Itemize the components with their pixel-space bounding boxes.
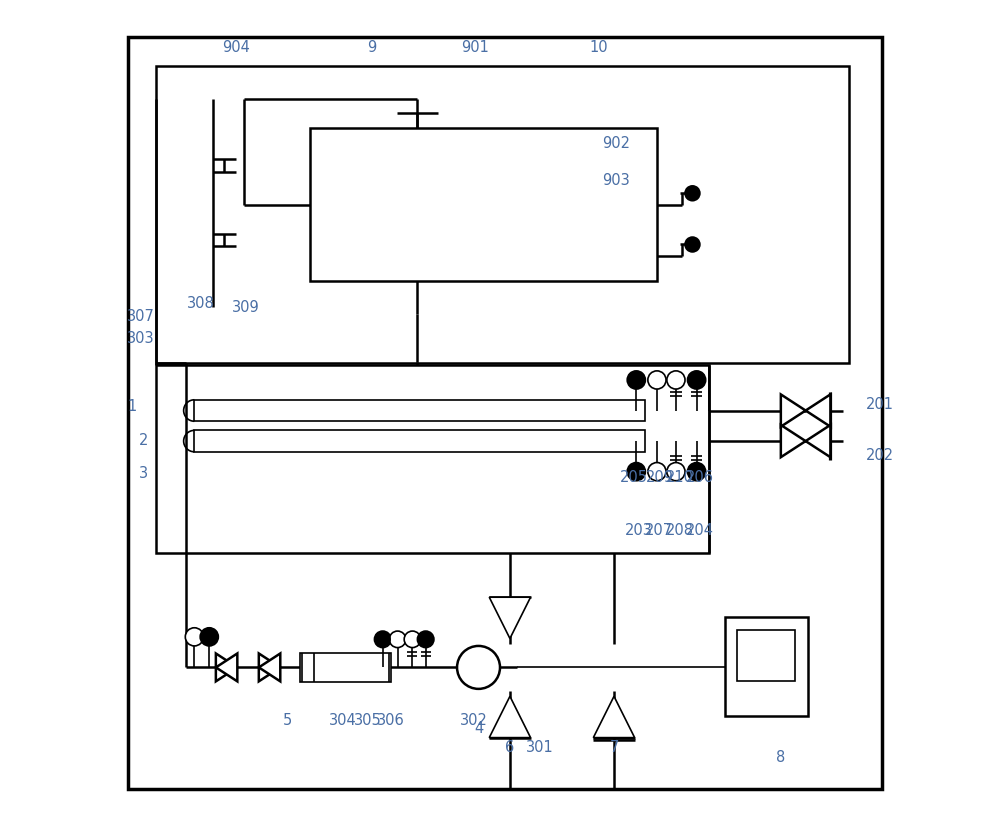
Text: 307: 307 bbox=[127, 309, 155, 324]
Bar bbox=[194, 400, 645, 421]
Circle shape bbox=[389, 631, 406, 648]
Bar bbox=[156, 365, 709, 553]
Text: 8: 8 bbox=[776, 750, 785, 765]
Text: 904: 904 bbox=[222, 40, 250, 55]
Bar bbox=[156, 66, 849, 363]
Circle shape bbox=[627, 463, 645, 481]
Polygon shape bbox=[593, 696, 635, 738]
Circle shape bbox=[185, 628, 203, 646]
Text: 1: 1 bbox=[128, 399, 137, 414]
Bar bbox=[300, 653, 391, 682]
Circle shape bbox=[374, 631, 391, 648]
Circle shape bbox=[374, 631, 391, 648]
Circle shape bbox=[200, 628, 218, 646]
Polygon shape bbox=[259, 653, 280, 681]
Text: 303: 303 bbox=[127, 331, 155, 346]
Text: 204: 204 bbox=[686, 523, 714, 538]
Circle shape bbox=[667, 463, 685, 481]
Text: 10: 10 bbox=[590, 40, 608, 55]
Text: 201: 201 bbox=[866, 397, 894, 412]
Bar bbox=[725, 617, 808, 716]
Bar bbox=[310, 128, 657, 281]
Circle shape bbox=[627, 371, 645, 389]
Text: 308: 308 bbox=[187, 297, 215, 311]
Text: 306: 306 bbox=[377, 713, 405, 728]
Text: 902: 902 bbox=[602, 136, 630, 151]
Polygon shape bbox=[806, 395, 830, 426]
Text: 206: 206 bbox=[686, 470, 714, 485]
Text: 301: 301 bbox=[526, 740, 554, 755]
Circle shape bbox=[667, 371, 685, 389]
Text: 210: 210 bbox=[666, 470, 694, 485]
Polygon shape bbox=[216, 653, 237, 681]
Bar bbox=[737, 630, 795, 681]
Text: 302: 302 bbox=[460, 713, 488, 728]
Polygon shape bbox=[489, 696, 531, 738]
Circle shape bbox=[200, 628, 218, 646]
Circle shape bbox=[688, 463, 706, 481]
Text: 309: 309 bbox=[232, 300, 259, 315]
Text: 203: 203 bbox=[625, 523, 653, 538]
Polygon shape bbox=[781, 395, 806, 426]
Bar bbox=[194, 430, 645, 452]
Circle shape bbox=[627, 371, 645, 389]
Text: 3: 3 bbox=[139, 466, 148, 481]
Text: 9: 9 bbox=[367, 40, 377, 55]
Text: 304: 304 bbox=[329, 713, 357, 728]
Text: 305: 305 bbox=[354, 713, 382, 728]
Text: 6: 6 bbox=[505, 740, 515, 755]
Text: 207: 207 bbox=[645, 523, 673, 538]
Text: 4: 4 bbox=[475, 721, 484, 736]
Text: 7: 7 bbox=[609, 740, 619, 755]
Circle shape bbox=[417, 631, 434, 648]
Circle shape bbox=[688, 371, 706, 389]
Text: 5: 5 bbox=[283, 713, 292, 728]
Text: 208: 208 bbox=[666, 523, 694, 538]
Polygon shape bbox=[806, 425, 830, 457]
Circle shape bbox=[684, 185, 701, 202]
Text: 202: 202 bbox=[866, 449, 894, 463]
Circle shape bbox=[684, 236, 701, 253]
Text: 209: 209 bbox=[645, 470, 673, 485]
Text: 901: 901 bbox=[461, 40, 489, 55]
Text: 205: 205 bbox=[620, 470, 648, 485]
Text: 903: 903 bbox=[602, 173, 630, 188]
Text: 2: 2 bbox=[138, 433, 148, 448]
Circle shape bbox=[627, 463, 645, 481]
Polygon shape bbox=[216, 653, 237, 681]
Circle shape bbox=[648, 371, 666, 389]
Circle shape bbox=[688, 371, 706, 389]
Circle shape bbox=[648, 463, 666, 481]
Polygon shape bbox=[259, 653, 280, 681]
Circle shape bbox=[404, 631, 421, 648]
Polygon shape bbox=[489, 597, 531, 638]
Circle shape bbox=[417, 631, 434, 648]
Circle shape bbox=[688, 463, 706, 481]
Circle shape bbox=[457, 646, 500, 689]
Polygon shape bbox=[781, 425, 806, 457]
